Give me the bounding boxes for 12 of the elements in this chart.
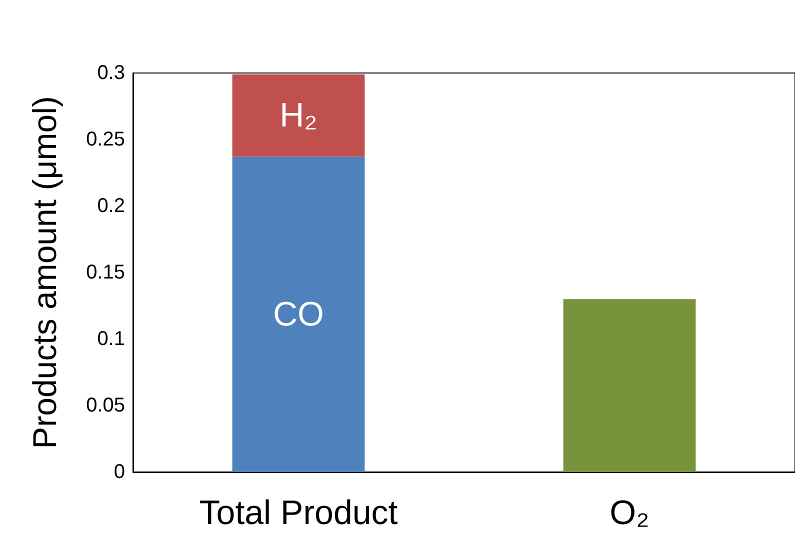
series-label: H₂: [280, 96, 318, 135]
y-tick-label: 0.1: [97, 328, 125, 350]
y-tick-label: 0.15: [86, 262, 125, 284]
series-label: CO: [273, 295, 324, 334]
y-tick-label: 0: [114, 461, 125, 483]
y-tick-label: 0.2: [97, 195, 125, 217]
x-tick-label: Total Product: [199, 494, 398, 532]
y-tick-label: 0.3: [97, 62, 125, 84]
x-tick-label: O₂: [610, 494, 650, 532]
y-tick-label: 0.05: [86, 394, 125, 416]
y-axis-title: Products amount (μmol): [26, 96, 63, 449]
y-tick-label: 0.25: [86, 128, 125, 150]
